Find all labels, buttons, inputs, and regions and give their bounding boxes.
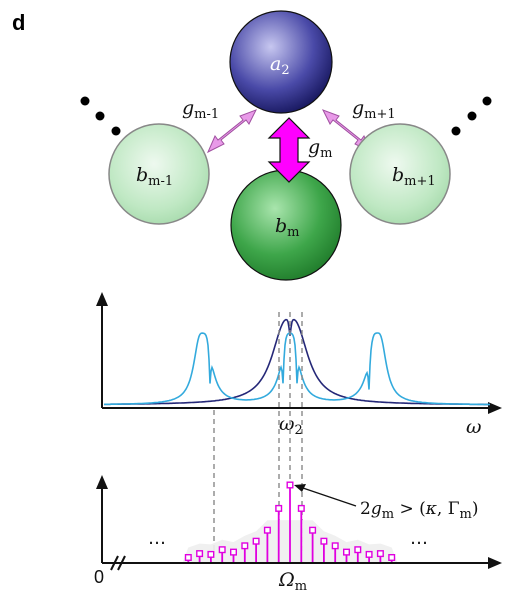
mode-bm-minus-1-sphere — [108, 123, 210, 225]
comb-peak-marker — [309, 526, 317, 534]
ellipsis-dots-left — [80, 96, 121, 136]
annotation-label: 2gm > (κ, Γm) — [360, 499, 478, 522]
comb-peak-marker — [388, 554, 396, 562]
comb-panel: 0 … … Ωm 2gm > (κ, Γm) — [94, 475, 502, 594]
comb-peak-marker — [263, 526, 271, 534]
comb-peak-marker — [376, 550, 384, 558]
axis-break-marker — [110, 555, 126, 571]
comb-peak-marker — [286, 481, 294, 489]
spectrum-curve-light — [104, 332, 490, 406]
coupling-label-center: gm — [308, 136, 333, 161]
comb-peak-marker — [229, 548, 237, 556]
comb-peak-marker — [331, 542, 339, 550]
mode-bm-plus-1-label: bm+1 — [392, 164, 436, 189]
spectrum-panel: ω2 ω — [96, 292, 502, 438]
mode-a2-sphere — [229, 10, 333, 114]
comb-ellipsis-right: … — [410, 528, 428, 549]
comb-peak-marker — [196, 550, 204, 558]
coupling-arrow-center — [267, 117, 311, 183]
mode-bm-plus-1-sphere — [349, 123, 451, 225]
spectrum-x-arrowhead — [488, 402, 502, 414]
comb-peaks — [184, 481, 396, 563]
ellipsis-dots-right — [451, 96, 492, 136]
mode-bm-minus-1-label: bm-1 — [136, 164, 173, 189]
comb-peak-marker — [252, 537, 260, 545]
coupling-arrow-left — [206, 109, 258, 154]
comb-peak-marker — [241, 542, 249, 550]
comb-peak-marker — [207, 550, 215, 558]
spectrum-omega2-label: ω2 — [279, 413, 303, 438]
spectrum-axis-label: ω — [466, 416, 482, 438]
panel-label: d — [12, 10, 25, 35]
coupling-label-left: gm-1 — [182, 97, 219, 122]
mode-bm-label: bm — [275, 215, 300, 240]
spectrum-curve-dark — [104, 318, 490, 406]
comb-peak-marker — [297, 504, 305, 512]
mode-a2-label: a2 — [270, 53, 290, 78]
annotation-arrowhead — [294, 484, 306, 492]
spectrum-y-arrowhead — [96, 292, 108, 306]
comb-y-arrowhead — [96, 475, 108, 489]
comb-peak-marker — [218, 546, 226, 554]
annotation-arrow-line — [299, 486, 357, 507]
comb-peak-marker — [184, 554, 192, 562]
comb-origin-label: 0 — [94, 567, 104, 587]
coupling-arrow-right — [321, 109, 373, 154]
comb-peak-marker — [365, 550, 373, 558]
comb-peak-marker — [320, 537, 328, 545]
comb-omega-m-label: Ωm — [278, 569, 307, 594]
comb-peak-marker — [343, 548, 351, 556]
coupling-label-right: gm+1 — [352, 97, 396, 122]
comb-x-arrowhead — [488, 557, 502, 569]
comb-peak-marker — [354, 546, 362, 554]
comb-peak-marker — [275, 504, 283, 512]
comb-ellipsis-left: … — [148, 528, 166, 549]
